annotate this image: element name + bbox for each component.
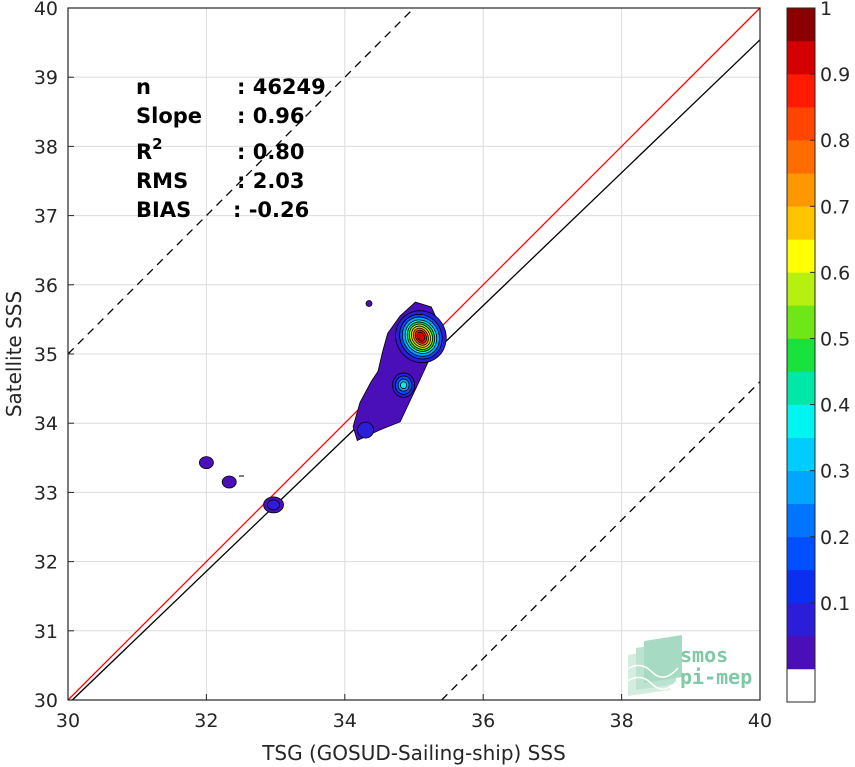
y-tick-label: 40	[34, 0, 58, 20]
colorbar-ticks: 0.1 0.2 0.3 0.4 0.5 0.6 0.7 0.8 0.9 1	[810, 0, 850, 615]
density-contours	[198, 300, 447, 514]
y-tick-label: 32	[34, 552, 58, 574]
logo-text-pi-mep: pi-mep	[680, 665, 752, 689]
density-secondary-0.4	[400, 381, 408, 389]
y-tick-label: 34	[34, 413, 58, 435]
colorbar-segment	[787, 437, 815, 471]
colorbar-segment	[787, 239, 815, 273]
colorbar-segment	[787, 569, 815, 604]
stat-slope-label: Slope	[136, 104, 202, 128]
colorbar-tick-label: 0.7	[820, 196, 850, 218]
colorbar-segment	[787, 536, 815, 571]
x-tick-label: 32	[194, 710, 218, 732]
x-tick-label: 40	[748, 710, 772, 732]
y-tick-label: 37	[34, 206, 58, 228]
colorbar-segment-empty	[787, 668, 815, 702]
stats-box: n : 46249 Slope : 0.96 R2 : 0.80 RMS : 2…	[136, 75, 326, 222]
x-tick-label: 30	[56, 710, 80, 732]
stat-slope-value: : 0.96	[237, 104, 305, 128]
x-tick-label: 36	[471, 710, 495, 732]
colorbar-segment	[787, 338, 815, 372]
colorbar-segment	[787, 470, 815, 505]
colorbar-tick-label: 0.9	[820, 64, 850, 86]
density-blob-32	[198, 456, 214, 470]
colorbar-segment	[787, 272, 815, 306]
x-tick-label: 38	[610, 710, 634, 732]
colorbar-segment	[787, 404, 815, 438]
colorbar-frame	[786, 7, 816, 703]
y-tick-label: 30	[34, 690, 58, 712]
y-tick-label: 31	[34, 621, 58, 643]
density-speck	[365, 300, 373, 307]
colorbar	[786, 7, 816, 703]
y-tick-label: 36	[34, 275, 58, 297]
y-tick-label: 38	[34, 136, 58, 158]
stat-bias-value: : -0.26	[233, 198, 309, 222]
stat-rms-label: RMS	[136, 169, 188, 193]
upper-bound-line	[67, 7, 415, 355]
colorbar-segment	[787, 206, 815, 240]
colorbar-tick-label: 0.8	[820, 130, 850, 152]
colorbar-segment	[787, 305, 815, 339]
stat-n-value: : 46249	[237, 75, 326, 99]
colorbar-segment	[787, 107, 815, 141]
colorbar-segment	[787, 8, 815, 42]
lower-bound-line	[441, 381, 761, 701]
stat-r2-value: : 0.80	[237, 140, 305, 164]
colorbar-segment	[787, 371, 815, 405]
density-blob-33	[267, 499, 280, 511]
logo-text-smos: smos	[680, 643, 728, 667]
x-tick-label: 34	[333, 710, 357, 732]
x-axis: 30 32 34 36 38 40	[56, 694, 772, 732]
colorbar-tick-label: 0.6	[820, 262, 850, 284]
y-tick-label: 39	[34, 67, 58, 89]
stat-bias-label: BIAS	[136, 198, 191, 222]
colorbar-segment	[787, 41, 815, 75]
colorbar-tick-label: 0.3	[820, 461, 850, 483]
colorbar-segment	[787, 602, 815, 637]
colorbar-tick-label: 0.1	[820, 593, 850, 615]
y-tick-label: 35	[34, 344, 58, 366]
density-blob-32-3	[221, 475, 237, 489]
logo-waves-icon	[625, 635, 682, 696]
density-level-0.95	[416, 331, 426, 342]
colorbar-segment	[787, 74, 815, 108]
stat-r2-label: R2	[136, 135, 163, 164]
colorbar-segment	[787, 173, 815, 207]
x-axis-label: TSG (GOSUD-Sailing-ship) SSS	[261, 741, 566, 765]
density-tail	[357, 421, 374, 439]
y-axis-label: Satellite SSS	[2, 291, 26, 417]
colorbar-tick-label: 1	[820, 0, 832, 20]
smos-pi-mep-logo: smos pi-mep	[625, 635, 752, 696]
colorbar-segment	[787, 140, 815, 174]
colorbar-segment	[787, 503, 815, 538]
colorbar-segment	[787, 635, 815, 670]
colorbar-tick-label: 0.2	[820, 527, 850, 549]
y-tick-label: 33	[34, 482, 58, 504]
stat-rms-value: : 2.03	[237, 169, 305, 193]
stat-n-label: n	[136, 75, 151, 99]
colorbar-tick-label: 0.4	[820, 395, 850, 417]
y-axis: 30 31 32 33 34 35 36 37 38 39 40	[34, 0, 74, 712]
colorbar-tick-label: 0.5	[820, 328, 850, 350]
